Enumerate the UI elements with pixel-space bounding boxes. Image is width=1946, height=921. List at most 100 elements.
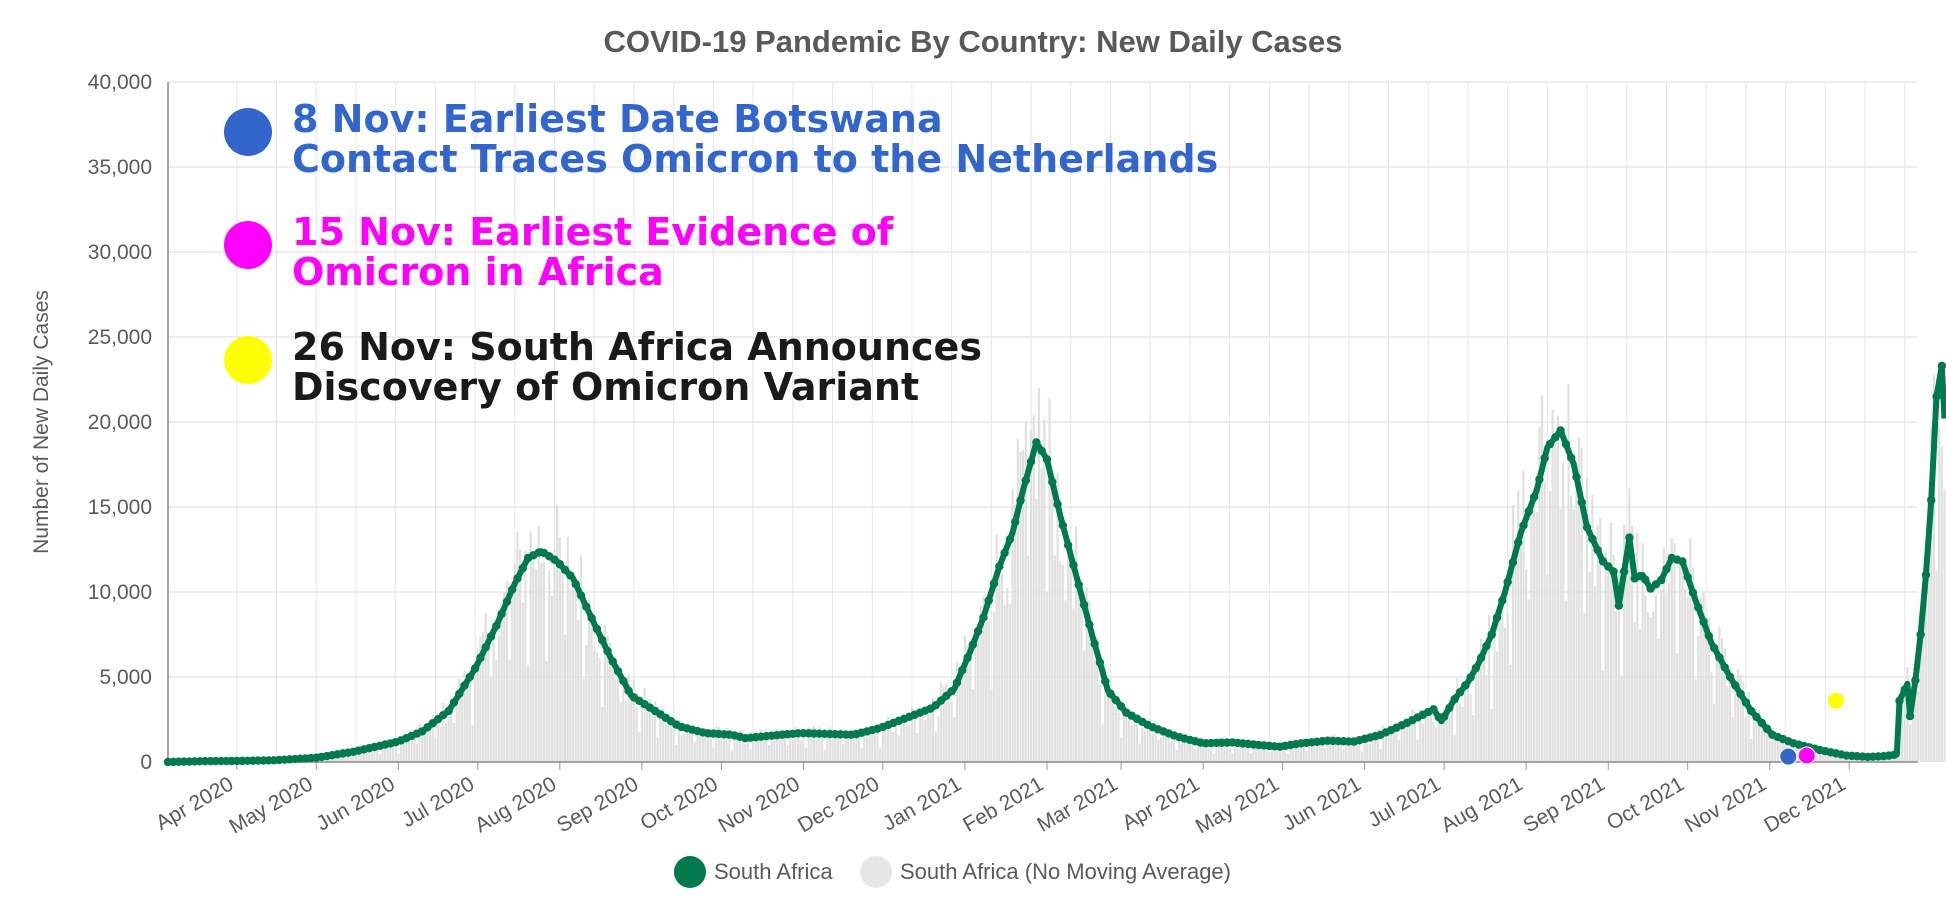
raw-daily-bar [1904, 691, 1906, 762]
raw-daily-bar [1170, 741, 1172, 762]
raw-daily-bar [1160, 737, 1162, 762]
raw-daily-bar [1533, 499, 1535, 762]
series-point [1694, 603, 1702, 611]
raw-daily-bar [1943, 490, 1945, 762]
raw-daily-bar [559, 537, 561, 762]
raw-daily-bar [1628, 488, 1630, 762]
raw-daily-bar [1094, 659, 1096, 762]
raw-daily-bar [577, 620, 579, 762]
x-tick-label: Dec 2021 [1760, 772, 1849, 837]
raw-daily-bar [1231, 753, 1233, 762]
x-tick-label: Sep 2020 [553, 772, 642, 837]
series-point [1932, 392, 1940, 400]
raw-daily-bar [673, 727, 675, 762]
raw-daily-bar [778, 737, 780, 762]
raw-daily-bar [516, 532, 518, 762]
raw-daily-bar [900, 719, 902, 762]
annotation-line-2: Contact Traces Omicron to the Netherland… [292, 137, 1218, 181]
raw-daily-bar [898, 735, 900, 762]
annotation-line-1: 8 Nov: Earliest Date Botswana [292, 97, 943, 141]
raw-daily-bar [1054, 555, 1056, 762]
raw-daily-bar [1689, 538, 1691, 762]
raw-daily-bar [630, 699, 632, 762]
series-point [598, 636, 606, 644]
raw-daily-bar [1763, 728, 1765, 762]
series-point [1080, 601, 1088, 609]
series-point [1493, 613, 1501, 621]
raw-daily-bar [495, 660, 497, 762]
series-point [974, 627, 982, 635]
raw-daily-bar [1604, 551, 1606, 762]
series-point [1662, 565, 1670, 573]
series-point [487, 632, 495, 640]
x-tick-label: Nov 2021 [1681, 772, 1770, 837]
raw-daily-bar [636, 707, 638, 762]
raw-daily-bar [951, 701, 953, 762]
raw-daily-bar [622, 687, 624, 762]
raw-daily-bar [493, 642, 495, 762]
series-point [466, 673, 474, 681]
series-point [1043, 455, 1051, 463]
raw-daily-bar [490, 678, 492, 762]
x-tick-label: May 2020 [225, 772, 316, 838]
annotation-line-2: Discovery of Omicron Variant [292, 365, 919, 409]
raw-daily-bar [612, 667, 614, 762]
raw-daily-bar [1250, 753, 1252, 762]
raw-daily-bar [1144, 731, 1146, 762]
raw-daily-bar [863, 737, 865, 762]
raw-daily-bar [1552, 409, 1554, 762]
raw-daily-bar [1750, 739, 1752, 762]
raw-daily-bar [1059, 561, 1061, 762]
raw-daily-bar [842, 744, 844, 762]
raw-daily-bar [1051, 480, 1053, 762]
raw-daily-bar [1917, 691, 1919, 762]
series-point [1445, 704, 1453, 712]
series-point [1546, 440, 1554, 448]
raw-daily-bar [1305, 751, 1307, 762]
raw-daily-bar [1469, 693, 1471, 762]
series-point [1715, 653, 1723, 661]
x-tick-label: Aug 2021 [1437, 772, 1526, 837]
series-point [1906, 712, 1914, 720]
raw-daily-bar [866, 738, 868, 762]
raw-daily-bar [445, 723, 447, 762]
raw-daily-bar [1215, 747, 1217, 762]
x-tick-label: Jul 2020 [398, 772, 478, 832]
raw-daily-bar [453, 723, 455, 762]
raw-daily-bar [683, 734, 685, 762]
x-tick-label: Mar 2021 [1033, 772, 1121, 836]
series-point [1916, 630, 1924, 638]
raw-daily-bar [1213, 754, 1215, 762]
raw-daily-bar [1745, 717, 1747, 762]
series-point [1514, 538, 1522, 546]
raw-daily-bar [1522, 470, 1524, 762]
raw-daily-bar [990, 689, 992, 762]
raw-daily-bar [1549, 491, 1551, 762]
raw-daily-bar [1046, 592, 1048, 762]
raw-daily-bar [935, 731, 937, 762]
raw-daily-bar [1146, 728, 1148, 762]
raw-daily-bar [874, 729, 876, 762]
raw-daily-bar [723, 735, 725, 762]
series-point [1101, 677, 1109, 685]
raw-daily-bar [1687, 597, 1689, 762]
raw-daily-bar [1358, 745, 1360, 762]
raw-daily-bar [1115, 707, 1117, 762]
raw-daily-bar [744, 744, 746, 762]
raw-daily-bar [591, 623, 593, 762]
raw-daily-bar [1379, 749, 1381, 762]
raw-daily-bar [1004, 605, 1006, 762]
series-point [1938, 362, 1946, 370]
raw-daily-bar [1186, 742, 1188, 762]
raw-daily-bar [1462, 707, 1464, 762]
raw-daily-bar [1194, 749, 1196, 762]
raw-daily-bar [969, 650, 971, 762]
raw-daily-bar [1520, 537, 1522, 762]
raw-daily-bar [1435, 728, 1437, 762]
legend-swatch [674, 856, 706, 888]
raw-daily-bar [1117, 713, 1119, 762]
raw-daily-bar [1938, 426, 1940, 762]
raw-daily-bar [593, 651, 595, 762]
raw-daily-bar [1070, 556, 1072, 762]
